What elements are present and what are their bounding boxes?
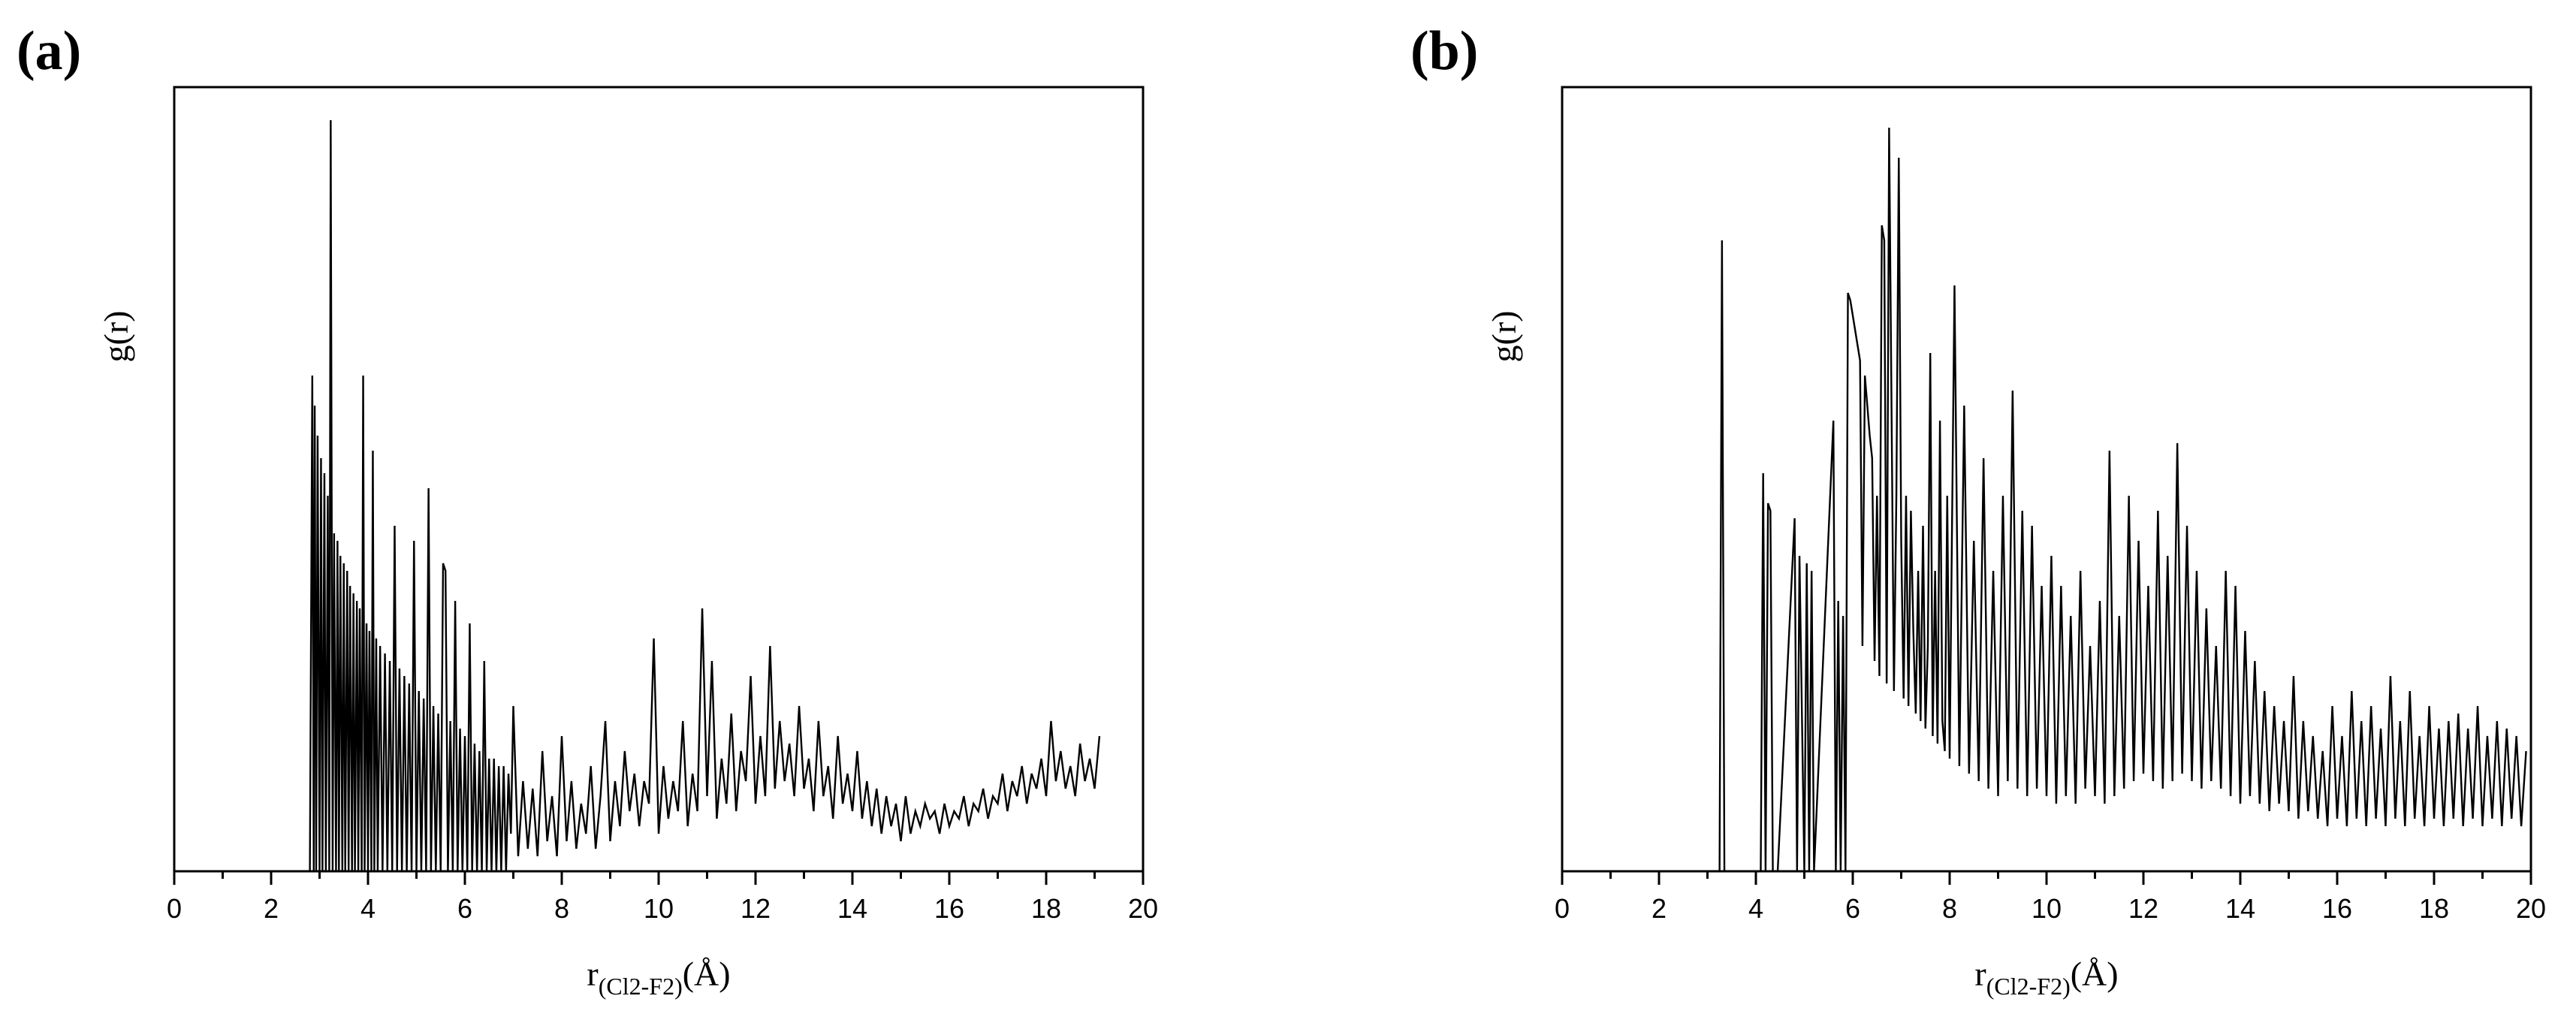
x-tick-label: 14 (2225, 893, 2255, 924)
x-tick-label: 6 (1845, 893, 1860, 924)
x-tick-label: 0 (1555, 893, 1570, 924)
x-tick-label: 16 (934, 893, 964, 924)
series-line (174, 119, 1101, 873)
x-tick-label: 10 (644, 893, 674, 924)
x-tick-label: 12 (741, 893, 771, 924)
x-tick-label: 2 (1651, 893, 1667, 924)
x-tick-label: 4 (360, 893, 376, 924)
y-axis-label: g(r) (97, 311, 135, 363)
x-tick-label: 18 (2419, 893, 2449, 924)
x-tick-label: 0 (167, 893, 182, 924)
x-axis-label-unit: (Å) (683, 955, 731, 993)
panel-label: (a) (17, 20, 81, 82)
x-tick-label: 18 (1031, 893, 1061, 924)
x-tick-label: 12 (2128, 893, 2158, 924)
x-axis-label-main: r (587, 955, 598, 993)
series-line (1562, 127, 2527, 873)
x-axis-label-unit: (Å) (2071, 955, 2119, 993)
x-axis-label: r(Cl2-F2)(Å) (1974, 955, 2118, 1000)
x-tick-label: 20 (1128, 893, 1158, 924)
x-tick-label: 8 (554, 893, 569, 924)
x-axis-label-subscript: (Cl2-F2) (1986, 973, 2071, 1000)
x-axis-label-subscript: (Cl2-F2) (599, 973, 683, 1000)
chart-panel-a: (a) 0 2 4 6 8 10 12 14 16 18 20 g(r) r(Cl2-F2)(Å) (17, 20, 1158, 1000)
x-axis-label: r(Cl2-F2)(Å) (587, 955, 730, 1000)
chart-panel-b: (b) 0 2 4 6 8 10 12 14 16 18 20 g(r) r(Cl2-F2)(Å) (1410, 20, 2546, 1000)
x-tick-label: 14 (837, 893, 867, 924)
x-tick-label: 20 (2516, 893, 2546, 924)
x-tick-label: 10 (2032, 893, 2062, 924)
x-tick-label: 4 (1748, 893, 1763, 924)
x-tick-label: 6 (457, 893, 472, 924)
y-axis-label: g(r) (1485, 311, 1523, 363)
x-axis-label-main: r (1974, 955, 1986, 993)
x-tick-label: 2 (264, 893, 279, 924)
panel-label: (b) (1410, 20, 1478, 82)
x-tick-label: 8 (1942, 893, 1957, 924)
x-tick-label: 16 (2322, 893, 2352, 924)
